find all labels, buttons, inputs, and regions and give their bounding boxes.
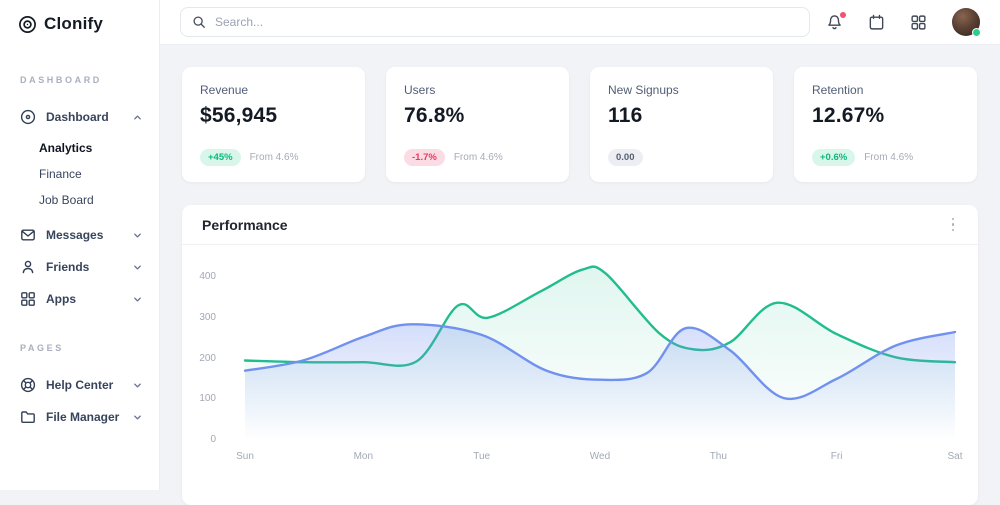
section-label-pages: PAGES — [20, 343, 64, 353]
y-axis-tick: 400 — [199, 271, 216, 282]
series-blue-area — [245, 324, 955, 440]
topbar-actions — [826, 8, 981, 37]
y-axis-tick: 300 — [199, 311, 216, 323]
stat-cards: Revenue $56,945 +45% From 4.6% Users 76.… — [182, 67, 978, 182]
panel-header: Performance — [182, 205, 978, 245]
topbar — [160, 0, 1000, 45]
x-axis-label: Sun — [236, 451, 254, 462]
stat-value: $56,945 — [200, 104, 278, 127]
stat-card-new-signups: New Signups 116 0.00 — [590, 67, 773, 182]
lifebuoy-icon — [20, 377, 36, 393]
stat-value: 116 — [608, 104, 643, 127]
sidebar-item-dashboard[interactable]: Dashboard — [0, 101, 159, 133]
stat-note: From 4.6% — [864, 151, 914, 163]
stat-title: New Signups — [608, 83, 679, 97]
status-badge: +0.6% — [812, 148, 856, 166]
performance-chart: 0 100 200 300 400 Sun Mon Tue Wed Thu Fri Sat — [182, 245, 978, 490]
chevron-down-icon — [132, 230, 143, 241]
sidebar-item-label: Dashboard — [46, 110, 109, 124]
bell-icon[interactable] — [826, 11, 846, 31]
apps-icon — [20, 291, 36, 307]
chevron-down-icon — [132, 294, 143, 305]
stat-card-retention: Retention 12.67% +0.6% From 4.6% — [794, 67, 977, 182]
search-box[interactable] — [180, 7, 810, 37]
sidebar-item-file-manager[interactable]: File Manager — [0, 401, 159, 433]
chevron-up-icon — [132, 112, 143, 123]
calendar-icon[interactable] — [868, 14, 885, 31]
sidebar-item-apps[interactable]: Apps — [0, 283, 159, 315]
y-axis-tick: 0 — [210, 434, 216, 445]
panel-title: Performance — [202, 216, 288, 233]
chevron-down-icon — [132, 262, 143, 273]
x-axis-label: Tue — [473, 451, 491, 462]
stat-value: 76.8% — [404, 104, 465, 127]
user-icon — [20, 259, 36, 275]
notification-dot — [840, 11, 846, 18]
series-blue-line — [243, 323, 957, 401]
clonify-logo-icon — [18, 15, 37, 34]
x-axis-label: Sat — [947, 451, 963, 462]
performance-panel: Performance 0 100 200 300 400 Sun Mon Tue Wed Th… — [182, 205, 978, 505]
chevron-down-icon — [132, 380, 143, 391]
sidebar-item-label: File Manager — [46, 410, 120, 424]
stat-card-revenue: Revenue $56,945 +45% From 4.6% — [182, 67, 365, 182]
y-axis-tick: 200 — [199, 352, 216, 364]
avatar[interactable] — [952, 8, 981, 37]
sidebar-item-messages[interactable]: Messages — [0, 219, 159, 251]
sidebar-subitem-finance[interactable]: Finance — [39, 167, 82, 181]
brand-name: Clonify — [44, 14, 104, 33]
x-axis-label: Mon — [353, 451, 374, 462]
stat-title: Revenue — [200, 83, 249, 97]
stat-card-users: Users 76.8% -1.7% From 4.6% — [386, 67, 569, 182]
main-content: Revenue $56,945 +45% From 4.6% Users 76.… — [182, 67, 978, 505]
status-badge: +45% — [200, 148, 241, 166]
chevron-down-icon — [132, 412, 143, 423]
kebab-menu-icon[interactable] — [948, 214, 959, 236]
x-axis-label: Thu — [709, 451, 727, 462]
status-badge: -1.7% — [404, 148, 445, 166]
section-label-dashboard: DASHBOARD — [20, 75, 102, 85]
dashboard-subnav: Analytics Finance Job Board — [0, 133, 159, 219]
x-axis-label: Wed — [589, 451, 611, 462]
mail-icon — [20, 227, 36, 243]
sidebar-item-label: Friends — [46, 260, 90, 274]
stat-note: From 4.6% — [453, 151, 503, 163]
chart-canvas — [243, 265, 957, 440]
x-axis-label: Fri — [830, 451, 843, 462]
sidebar-item-label: Messages — [46, 228, 104, 242]
sidebar-item-friends[interactable]: Friends — [0, 251, 159, 283]
stat-title: Retention — [812, 83, 864, 97]
folder-icon — [20, 409, 36, 425]
dashboard-icon — [20, 109, 36, 125]
online-status-dot — [972, 28, 981, 37]
brand-logo[interactable]: Clonify — [0, 0, 159, 34]
stat-title: Users — [404, 83, 436, 97]
status-badge: 0.00 — [608, 148, 643, 166]
sidebar: Clonify DASHBOARD Dashboard Analytics Fi… — [0, 0, 160, 490]
search-icon — [193, 16, 205, 28]
apps-grid-icon[interactable] — [910, 14, 927, 31]
sidebar-subitem-job-board[interactable]: Job Board — [39, 193, 94, 207]
sidebar-subitem-analytics[interactable]: Analytics — [39, 141, 93, 155]
stat-note: From 4.6% — [249, 151, 299, 163]
search-input[interactable] — [215, 15, 798, 29]
sidebar-item-help-center[interactable]: Help Center — [0, 369, 159, 401]
sidebar-item-label: Help Center — [46, 378, 114, 392]
y-axis-tick: 100 — [199, 393, 216, 405]
stat-value: 12.67% — [812, 104, 885, 127]
sidebar-item-label: Apps — [46, 292, 76, 306]
